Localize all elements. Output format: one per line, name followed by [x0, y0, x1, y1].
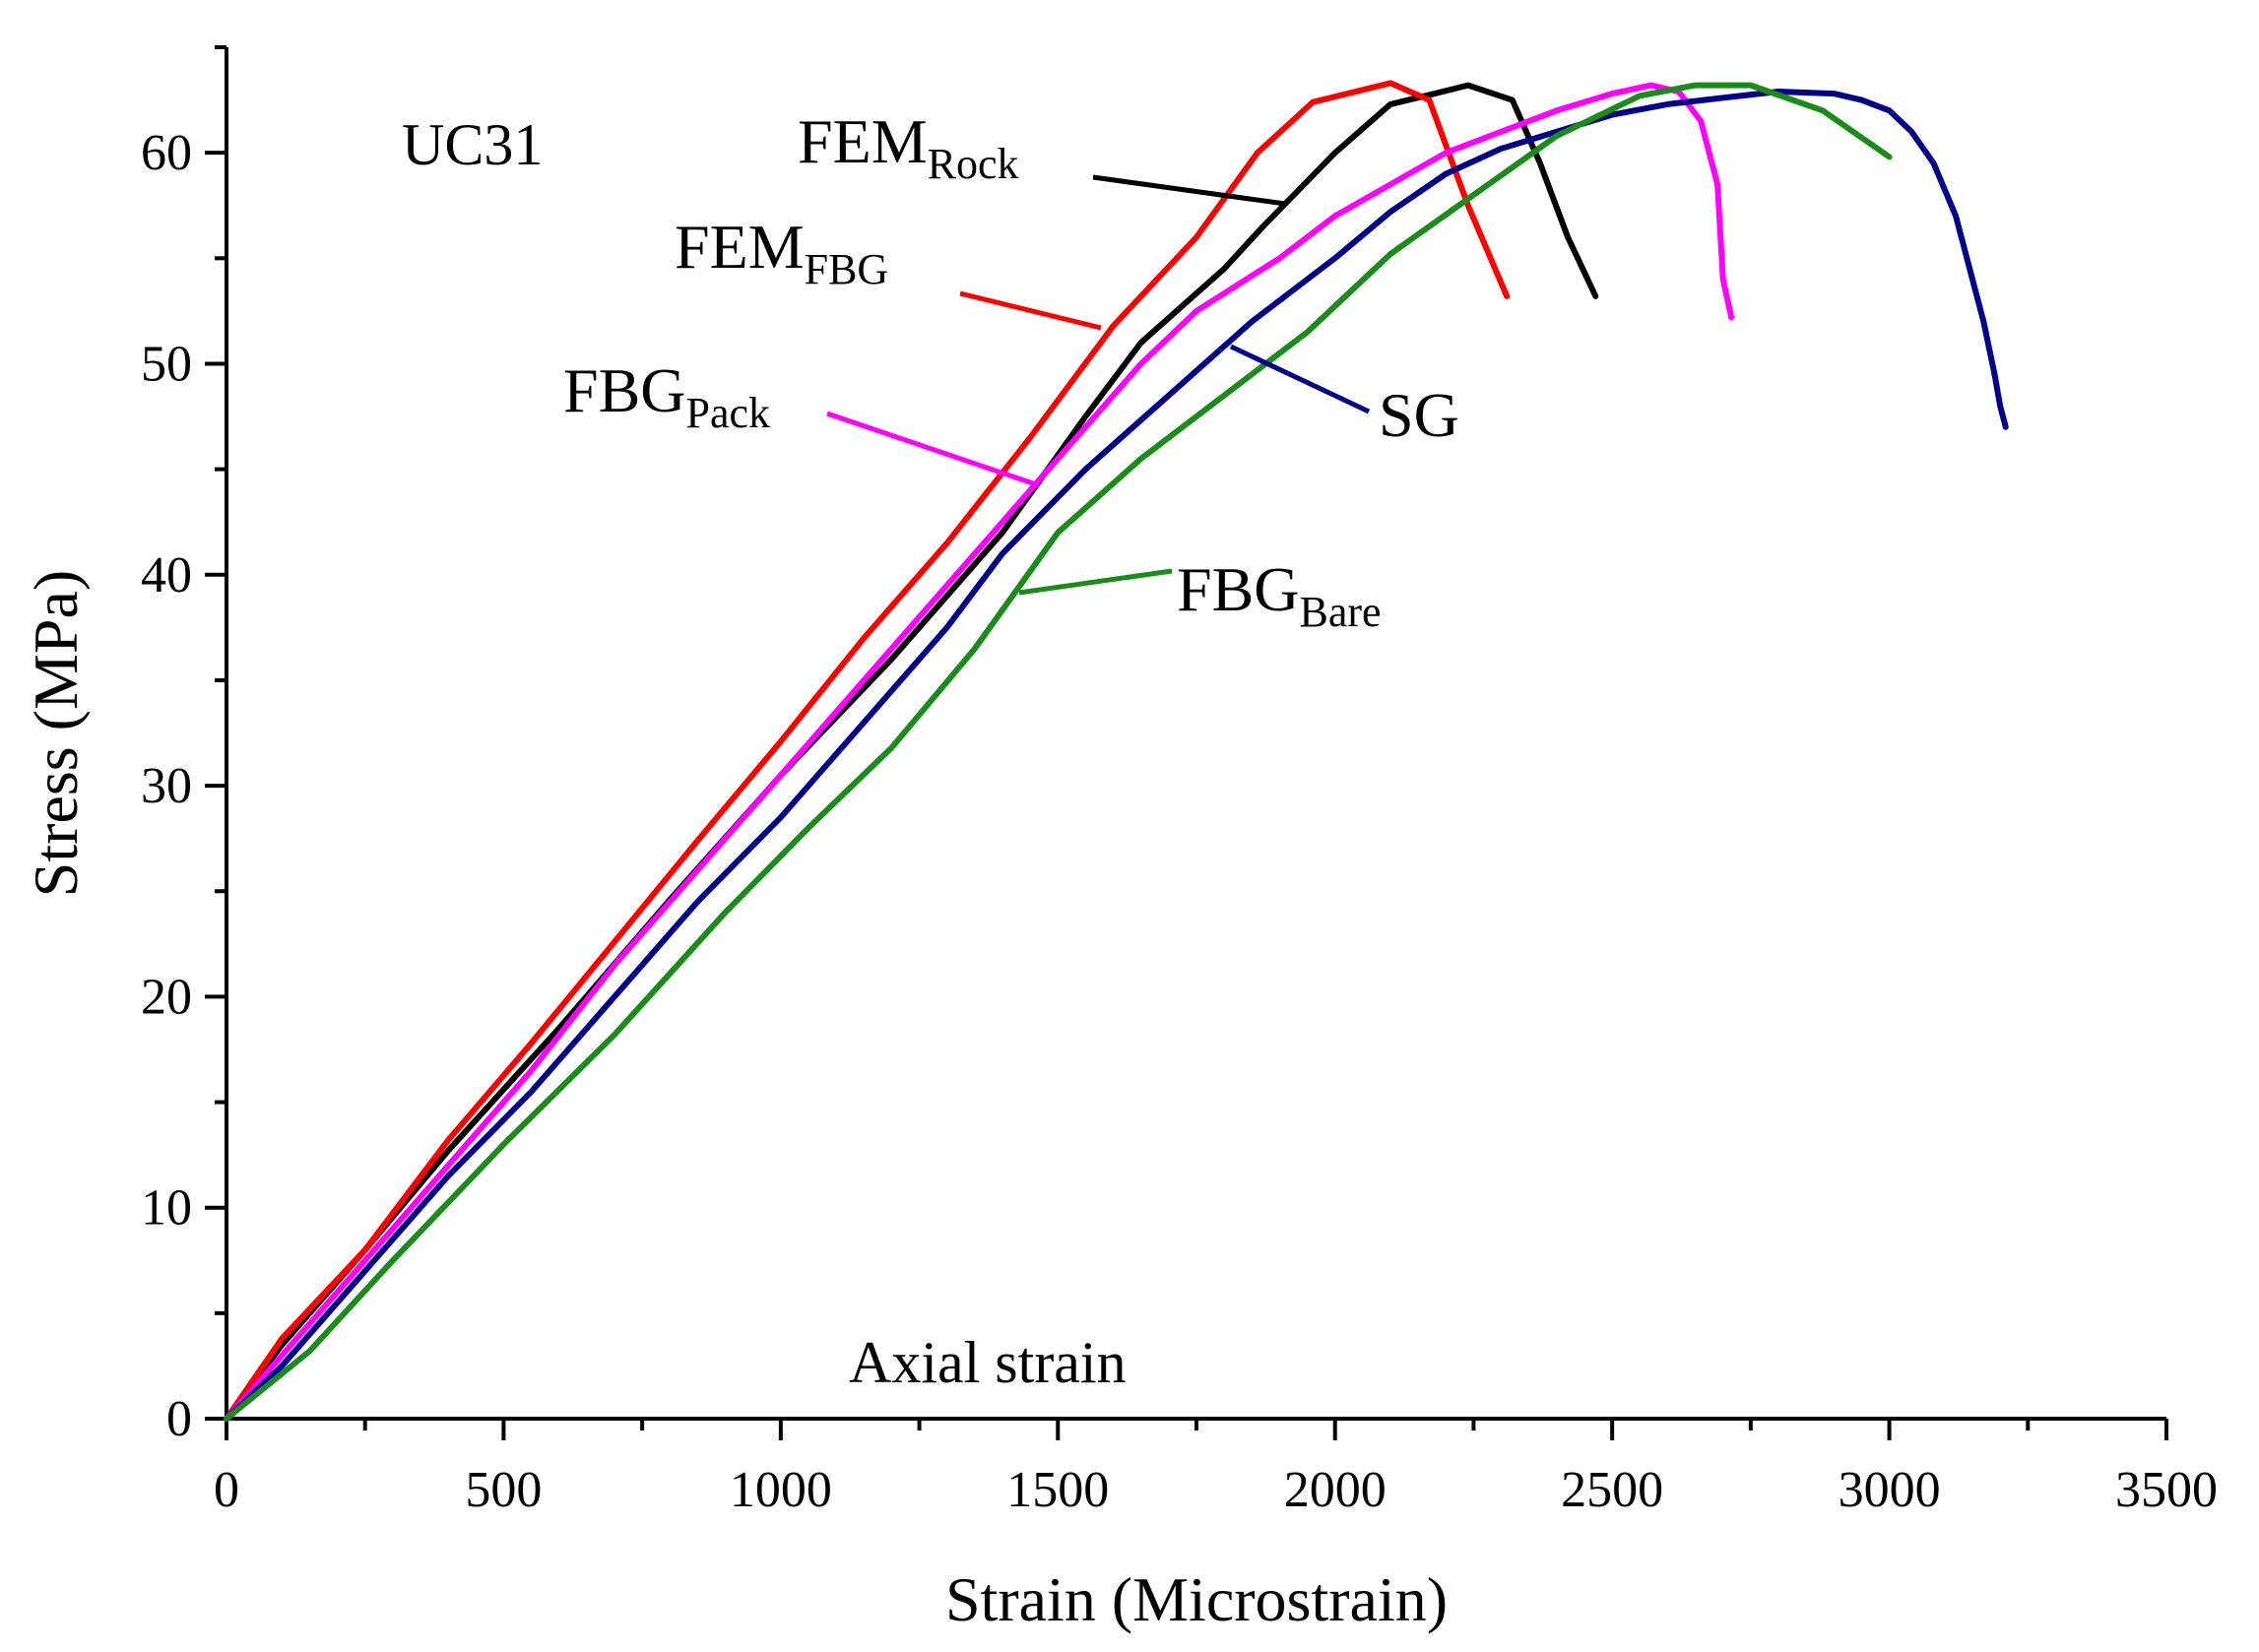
- series-line-sg: [224, 89, 2009, 1422]
- label-fem-rock-sub: Rock: [928, 140, 1019, 188]
- axes: 0 500 1000 1500 2000 2500 3000 3500 0 10 20 30 40 50…: [141, 45, 2218, 1518]
- series-lines: [224, 80, 2009, 1422]
- label-fem-fbg-sub: FBG: [805, 245, 889, 293]
- label-sg-main: SG: [1379, 380, 1459, 450]
- label-fem-rock: FEMRock: [798, 106, 1018, 188]
- y-tick-label-40: 40: [141, 547, 192, 604]
- x-tick-label-3000: 3000: [1839, 1462, 1941, 1518]
- x-tick-label-500: 500: [465, 1462, 542, 1518]
- label-fbg-bare: FBGBare: [1177, 554, 1382, 636]
- leader-fbg-pack: [826, 411, 1040, 488]
- label-fem-fbg-main: FEM: [675, 212, 805, 282]
- y-tick-label-0: 0: [166, 1391, 192, 1447]
- x-tick-label-1500: 1500: [1006, 1462, 1109, 1518]
- x-ticks: 0 500 1000 1500 2000 2500 3000 3500: [214, 1419, 2218, 1518]
- leader-sg: [1229, 344, 1371, 414]
- label-fbg-pack-sub: Pack: [686, 389, 771, 437]
- x-tick-label-0: 0: [214, 1462, 239, 1518]
- leader-fem-rock: [1092, 174, 1286, 207]
- y-tick-label-30: 30: [141, 758, 192, 814]
- series-line-fbg-pack: [224, 82, 1735, 1422]
- leader-lines: [826, 174, 1371, 596]
- y-tick-label-20: 20: [141, 969, 192, 1025]
- label-fem-fbg: FEMFBG: [675, 212, 888, 293]
- series-line-fbg-bare: [224, 82, 1893, 1422]
- label-fbg-pack: FBGPack: [563, 355, 770, 437]
- y-tick-label-10: 10: [141, 1180, 192, 1237]
- x-tick-label-3500: 3500: [2115, 1462, 2218, 1518]
- label-fbg-bare-sub: Bare: [1300, 588, 1382, 636]
- x-tick-label-1000: 1000: [730, 1462, 832, 1518]
- x-axis-label: Strain (Microstrain): [945, 1564, 1448, 1634]
- y-axis-label: Stress (MPa): [21, 570, 91, 897]
- leader-fem-fbg: [959, 290, 1102, 331]
- panel-label: UC31: [402, 112, 543, 177]
- label-fbg-bare-main: FBG: [1177, 554, 1300, 624]
- x-tick-label-2500: 2500: [1561, 1462, 1663, 1518]
- series-line-fem-fbg: [224, 80, 1511, 1422]
- y-ticks: 0 10 20 30 40 50 60: [141, 45, 226, 1447]
- label-fbg-pack-main: FBG: [563, 355, 686, 425]
- label-fem-rock-main: FEM: [798, 106, 928, 176]
- axial-strain-annotation: Axial strain: [849, 1330, 1127, 1395]
- y-tick-label-60: 60: [141, 125, 192, 181]
- series-line-fem-rock: [224, 82, 1599, 1422]
- y-tick-label-50: 50: [141, 336, 192, 392]
- leader-fbg-bare: [1018, 568, 1173, 596]
- x-tick-label-2000: 2000: [1284, 1462, 1387, 1518]
- label-sg: SG: [1379, 380, 1459, 450]
